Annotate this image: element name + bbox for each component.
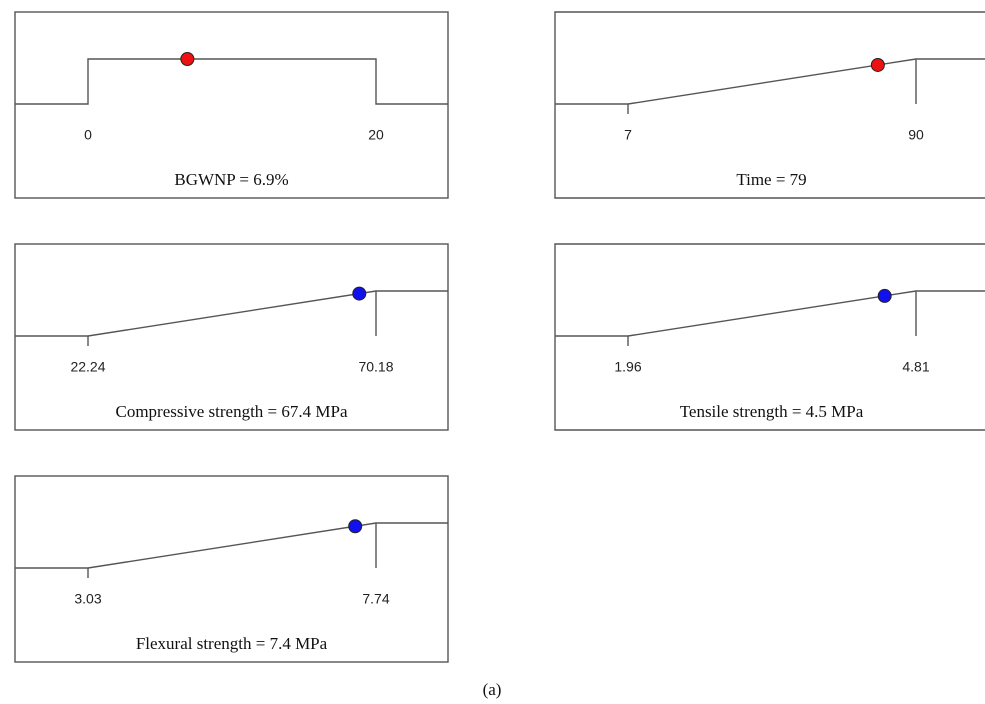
panel-caption: Flexural strength = 7.4 MPa [136, 634, 328, 653]
panel-frame [554, 243, 985, 431]
figure-caption: (a) [483, 680, 502, 699]
panel-caption: Time = 79 [736, 170, 806, 189]
panel-frame [554, 11, 985, 199]
setting-dot [180, 52, 195, 66]
setting-dot [352, 286, 367, 301]
panel-caption: Tensile strength = 4.5 MPa [680, 402, 864, 421]
setting-dot [877, 288, 892, 303]
tick-label: 3.03 [74, 591, 101, 607]
panel-frame [14, 243, 449, 431]
tick-label: 7 [624, 127, 632, 143]
setting-dot [348, 519, 363, 534]
panel-caption: Compressive strength = 67.4 MPa [116, 402, 348, 421]
tick-label: 4.81 [902, 359, 929, 375]
setting-dot [870, 57, 885, 72]
tick-label: 22.24 [70, 359, 105, 375]
panel-frame [14, 11, 449, 199]
tick-label: 20 [368, 127, 384, 143]
response-curve [555, 58, 985, 105]
tick-label: 0 [84, 127, 92, 143]
panel-frame [14, 475, 449, 663]
response-curve [15, 522, 448, 569]
response-curve [15, 290, 448, 337]
response-curve [555, 290, 985, 337]
tick-label: 90 [908, 127, 924, 143]
panel-caption: BGWNP = 6.9% [174, 170, 288, 189]
tick-label: 1.96 [614, 359, 641, 375]
tick-label: 70.18 [358, 359, 393, 375]
response-curve [15, 58, 448, 105]
tick-label: 7.74 [362, 591, 389, 607]
